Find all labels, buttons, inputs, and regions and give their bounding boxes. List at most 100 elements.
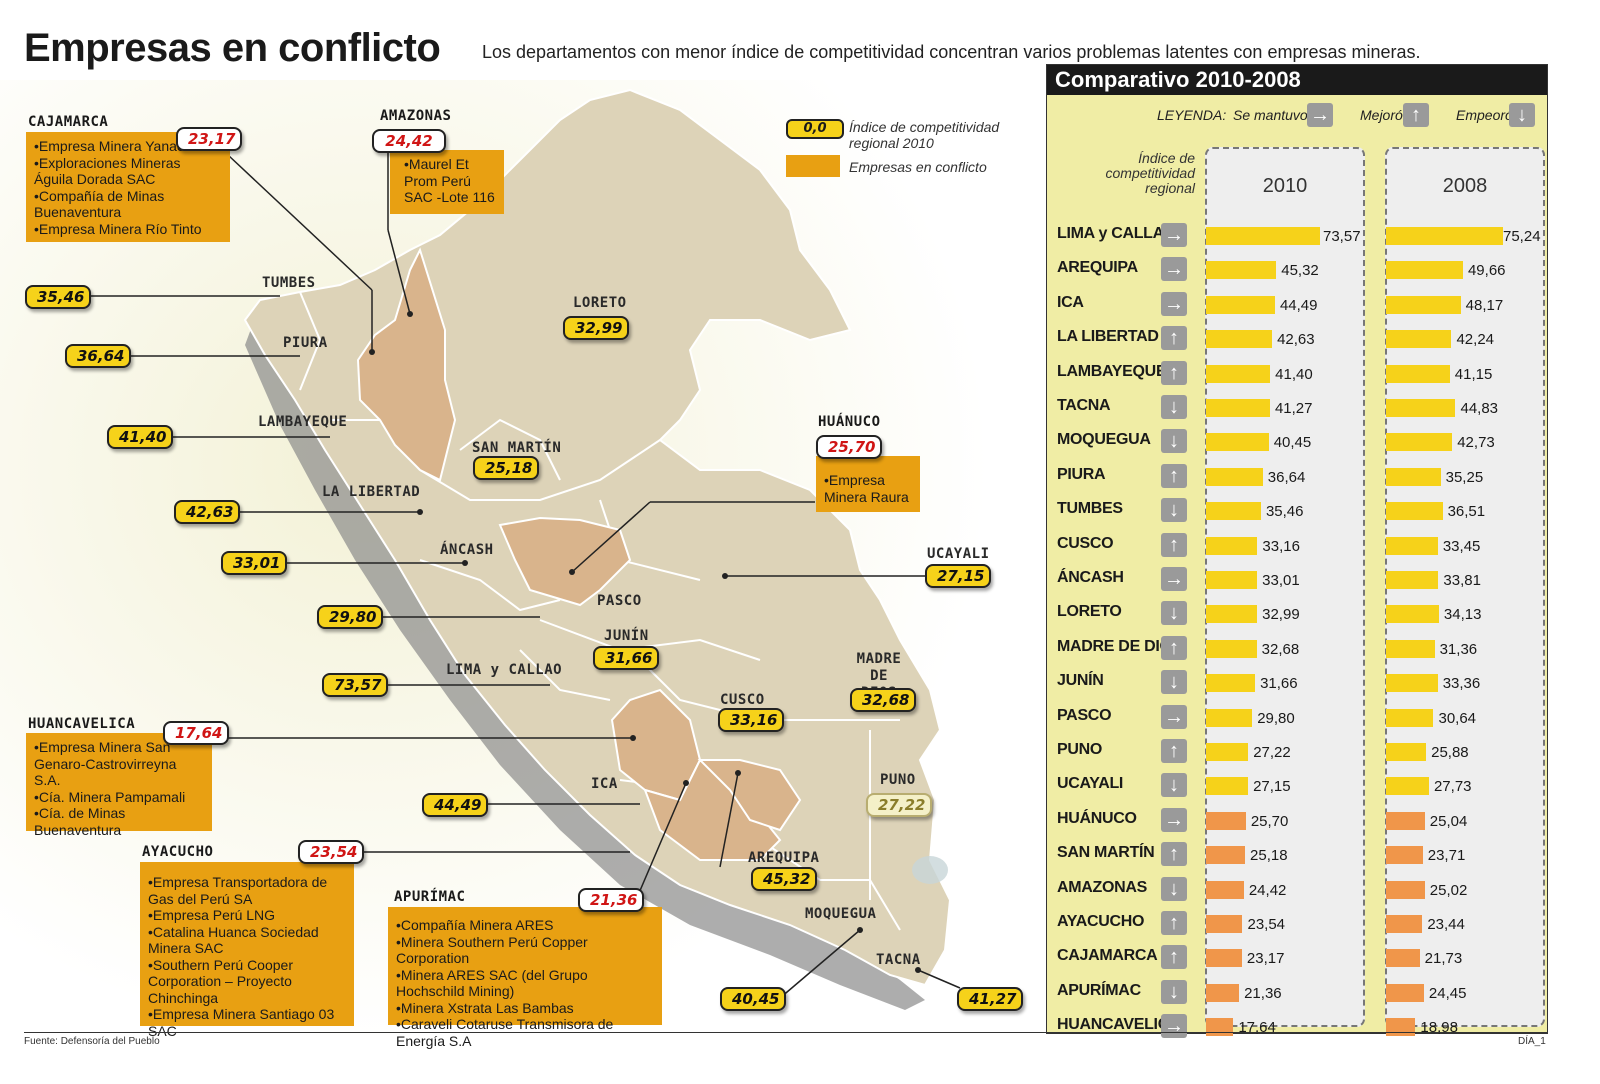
- bar-value-2010: 24,42: [1248, 881, 1287, 899]
- column-2010-title: 2010: [1262, 175, 1308, 197]
- conflict-ayacucho-box: •Empresa Transportadora de Gas del Perú …: [140, 862, 354, 1039]
- bar-2008: [1386, 639, 1435, 658]
- legend-index-swatch: 0,0: [786, 119, 844, 139]
- bar-2008: [1386, 1018, 1416, 1037]
- bar-value-2010: 33,16: [1262, 537, 1300, 555]
- index-label-line: competitividad: [1105, 165, 1196, 181]
- value-ucayali: 27,15: [925, 564, 991, 588]
- legend-conflict-text: Empresas en conflicto: [849, 159, 987, 175]
- row-name: ÁNCASH: [1057, 569, 1124, 586]
- conflict-item: •Empresa Minera Santiago 03 SAC: [148, 1006, 335, 1039]
- arrow-up-icon: ↑: [1403, 103, 1429, 127]
- bar-2010: [1206, 949, 1242, 968]
- value-pasco: 29,80: [317, 605, 383, 629]
- bar-value-2008: 35,25: [1445, 468, 1484, 486]
- bar-value-2010: 45,32: [1281, 262, 1319, 280]
- arrow-down-icon: ↓: [1161, 979, 1187, 1004]
- value-ayacucho: 23,54: [298, 840, 364, 864]
- arrow-up-icon: ↑: [1161, 635, 1187, 660]
- index-label: Índice de competitividad regional: [1103, 150, 1196, 196]
- bar-value-2008: 25,04: [1429, 812, 1468, 830]
- value-ancash: 33,01: [221, 551, 287, 575]
- label-arequipa: AREQUIPA: [748, 850, 820, 866]
- bar-2010: [1206, 330, 1273, 349]
- legend-index-text-2: regional 2010: [849, 135, 934, 151]
- conflict-item: •Empresa Transportadora de Gas del Perú …: [148, 874, 328, 907]
- value-apurimac: 21,36: [578, 888, 644, 912]
- bar-value-2008: 33,81: [1443, 572, 1481, 589]
- bar-2010: [1206, 536, 1258, 555]
- row-name: PUNO: [1057, 741, 1103, 758]
- bar-2008: [1386, 227, 1503, 245]
- region-huanuco: [498, 516, 632, 607]
- conflict-item: •Empresa Minera Río Tinto: [34, 220, 202, 237]
- label-san-martin: SAN MARTÍN: [472, 440, 562, 456]
- arrow-right-icon: →: [1161, 257, 1187, 282]
- label-piura: PIURA: [283, 335, 328, 351]
- bar-2008: [1386, 949, 1420, 968]
- bar-2008: [1386, 502, 1443, 521]
- bar-2010: [1206, 502, 1261, 521]
- bar-value-2010: 31,66: [1260, 675, 1298, 693]
- bar-2008: [1386, 674, 1438, 693]
- region-cajamarca: [356, 247, 457, 482]
- bar-value-2010: 23,54: [1247, 916, 1286, 933]
- row-name: LORETO: [1057, 603, 1122, 621]
- conflict-huancavelica-box: •Empresa Minera San Genaro-Castrovirreyn…: [26, 733, 212, 838]
- legend-worse-label: Empeoró: [1456, 107, 1513, 123]
- label-la-libertad: LA LIBERTAD: [322, 484, 421, 500]
- bar-value-2008: 23,71: [1427, 847, 1466, 865]
- bar-value-2010: 35,46: [1265, 503, 1304, 521]
- row-name: APURÍMAC: [1057, 981, 1141, 999]
- bar-2008: [1386, 364, 1450, 383]
- index-label-line: Índice de: [1138, 150, 1195, 166]
- conflict-item: •Maurel Et Prom Perú SAC -Lote 116: [404, 156, 495, 205]
- row-name: TACNA: [1057, 397, 1111, 414]
- arrow-up-icon: ↑: [1161, 945, 1187, 970]
- arrow-right-icon: →: [1161, 704, 1187, 729]
- bar-2010: [1206, 674, 1256, 693]
- bar-2010: [1206, 433, 1269, 452]
- value-madre-de-dios: 32,68: [850, 688, 916, 712]
- bar-value-2010: 42,63: [1277, 331, 1315, 349]
- legend-index-text-1: Índice de competitividad: [849, 119, 1000, 135]
- bar-2010: [1206, 983, 1240, 1002]
- bar-2010: [1206, 399, 1270, 417]
- row-name: AREQUIPA: [1057, 259, 1138, 277]
- bar-value-2008: 27,73: [1433, 778, 1472, 796]
- bar-2008: [1386, 605, 1439, 624]
- bar-value-2010: 21,36: [1244, 984, 1282, 1002]
- panel-title: Comparativo 2010-2008: [1047, 65, 1547, 95]
- bar-value-2008: 25,88: [1431, 744, 1469, 761]
- conflict-item: •Minera Xstrata Las Bambas: [396, 999, 574, 1016]
- value-arequipa: 45,32: [751, 867, 817, 891]
- bar-value-2008: 24,45: [1428, 984, 1467, 1002]
- bar-value-2008: 42,73: [1457, 434, 1495, 452]
- conflict-apurimac-name: APURÍMAC: [394, 889, 466, 905]
- arrow-up-icon: ↑: [1161, 739, 1187, 763]
- conflict-apurimac-box: •Compañía Minera ARES •Minera Southern P…: [388, 907, 662, 1049]
- conflict-item: •Cía. de Minas Buenaventura: [34, 805, 126, 838]
- bar-value-2008: 36,51: [1447, 503, 1486, 521]
- bar-2008: [1386, 330, 1452, 349]
- bar-value-2010: 23,17: [1246, 950, 1285, 968]
- arrow-right-icon: →: [1307, 103, 1333, 127]
- value-loreto: 32,99: [563, 316, 629, 340]
- bar-2008: [1386, 743, 1427, 761]
- conflict-ayacucho-name: AYACUCHO: [142, 844, 214, 860]
- arrow-up-icon: ↑: [1161, 532, 1187, 557]
- bar-2010: [1206, 605, 1258, 624]
- bar-value-2010: 25,70: [1250, 812, 1289, 830]
- row-name: HUÁNUCO: [1057, 809, 1137, 827]
- conflict-huancavelica-name: HUANCAVELICA: [28, 716, 136, 732]
- bar-value-2010: 44,49: [1279, 296, 1318, 314]
- arrow-right-icon: →: [1161, 807, 1187, 832]
- bar-value-2008: 21,73: [1424, 950, 1463, 968]
- row-name: UCAYALI: [1057, 775, 1124, 793]
- conflict-item: •Southern Perú Cooper Corporation – Proy…: [148, 956, 293, 1006]
- row-name: LIMA y CALLAO: [1057, 225, 1177, 242]
- value-tumbes: 35,46: [25, 285, 91, 309]
- arrow-right-icon: →: [1161, 567, 1187, 591]
- conflict-item: •Empresa Minera Yanacocha: [34, 138, 215, 154]
- conflict-item: •Compañía de Minas Buenaventura: [34, 187, 165, 221]
